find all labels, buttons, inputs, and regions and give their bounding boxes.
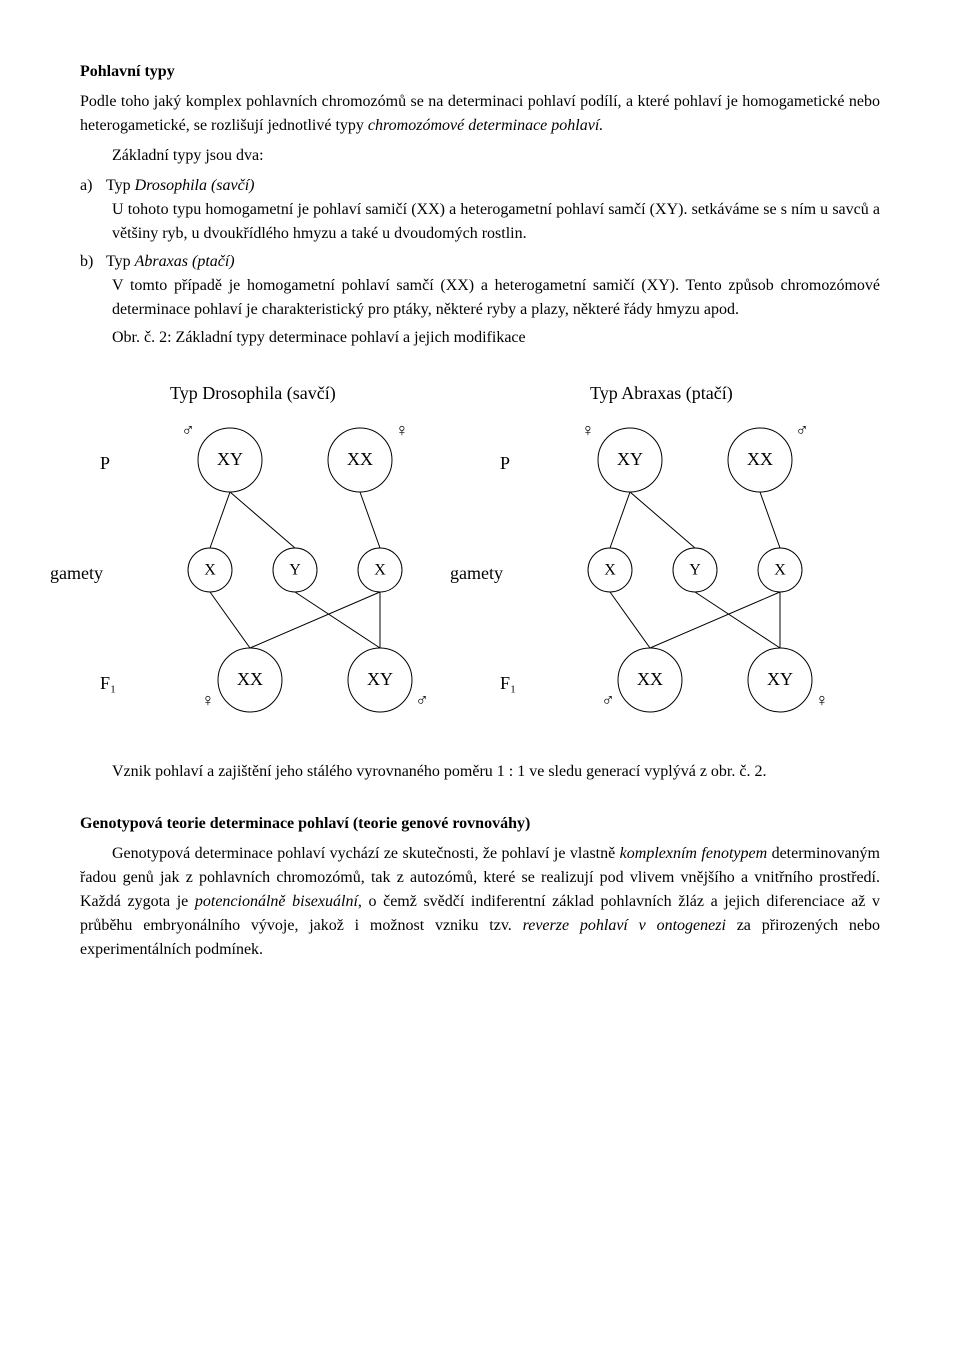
svg-text:X: X	[374, 562, 386, 579]
svg-text:XX: XX	[237, 669, 263, 689]
text-run: Typ	[106, 177, 135, 194]
svg-text:♂: ♂	[601, 690, 615, 710]
svg-text:XX: XX	[747, 449, 773, 469]
text-run-italic: chromozómové determinace pohlaví.	[368, 117, 603, 134]
text-run-italic: Drosophila (savčí)	[135, 177, 255, 194]
text-run-italic: potencionálně bisexuální	[195, 893, 358, 910]
paragraph: Podle toho jaký komplex pohlavních chrom…	[80, 90, 880, 138]
svg-text:XY: XY	[217, 449, 243, 469]
figure-caption: Obr. č. 2: Základní typy determinace poh…	[112, 326, 880, 350]
svg-text:X: X	[774, 562, 786, 579]
text-run-italic: Abraxas (ptačí)	[135, 253, 235, 270]
text-run: Genotypová determinace pohlaví vychází z…	[112, 845, 620, 862]
svg-text:Y: Y	[289, 562, 301, 579]
text-run: Typ	[106, 253, 135, 270]
svg-text:♀: ♀	[201, 690, 215, 710]
diagram-abraxas: Typ Abraxas (ptačí) P gamety F₁ XYXXXYXX…	[480, 380, 880, 720]
paragraph: Základní typy jsou dva:	[112, 144, 880, 168]
svg-text:XY: XY	[617, 449, 643, 469]
svg-text:X: X	[604, 562, 616, 579]
svg-text:♀: ♀	[581, 420, 595, 440]
svg-text:XX: XX	[347, 449, 373, 469]
svg-text:♂: ♂	[181, 420, 195, 440]
paragraph: Vznik pohlaví a zajištění jeho stálého v…	[112, 760, 880, 784]
list-body: U tohoto typu homogametní je pohlaví sam…	[112, 198, 880, 246]
svg-text:Y: Y	[689, 562, 701, 579]
list-marker: a)	[80, 174, 106, 198]
list-body: V tomto případě je homogametní pohlaví s…	[112, 274, 880, 322]
figure-row: Typ Drosophila (savčí) P gamety F₁ XYXXX…	[80, 380, 880, 720]
svg-text:♀: ♀	[395, 420, 409, 440]
svg-text:♀: ♀	[815, 690, 829, 710]
svg-text:XY: XY	[767, 669, 793, 689]
svg-text:♂: ♂	[415, 690, 429, 710]
svg-text:XY: XY	[367, 669, 393, 689]
svg-text:X: X	[204, 562, 216, 579]
diagram-svg: XYXXXYXXXXY♀♂♂♀	[480, 380, 880, 720]
svg-text:XX: XX	[637, 669, 663, 689]
section-heading: Genotypová teorie determinace pohlaví (t…	[80, 812, 880, 836]
list-item-a: a)Typ Drosophila (savčí)	[80, 174, 880, 198]
diagram-drosophila: Typ Drosophila (savčí) P gamety F₁ XYXXX…	[80, 380, 480, 720]
section-heading: Pohlavní typy	[80, 60, 880, 84]
list-item-b: b)Typ Abraxas (ptačí)	[80, 250, 880, 274]
text-run-italic: reverze pohlaví v ontogenezi	[523, 917, 726, 934]
text-run-italic: komplexním fenotypem	[620, 845, 767, 862]
paragraph: Genotypová determinace pohlaví vychází z…	[80, 842, 880, 962]
diagram-svg: XYXXXYXXXXY♂♀♀♂	[80, 380, 480, 720]
list-marker: b)	[80, 250, 106, 274]
svg-text:♂: ♂	[795, 420, 809, 440]
